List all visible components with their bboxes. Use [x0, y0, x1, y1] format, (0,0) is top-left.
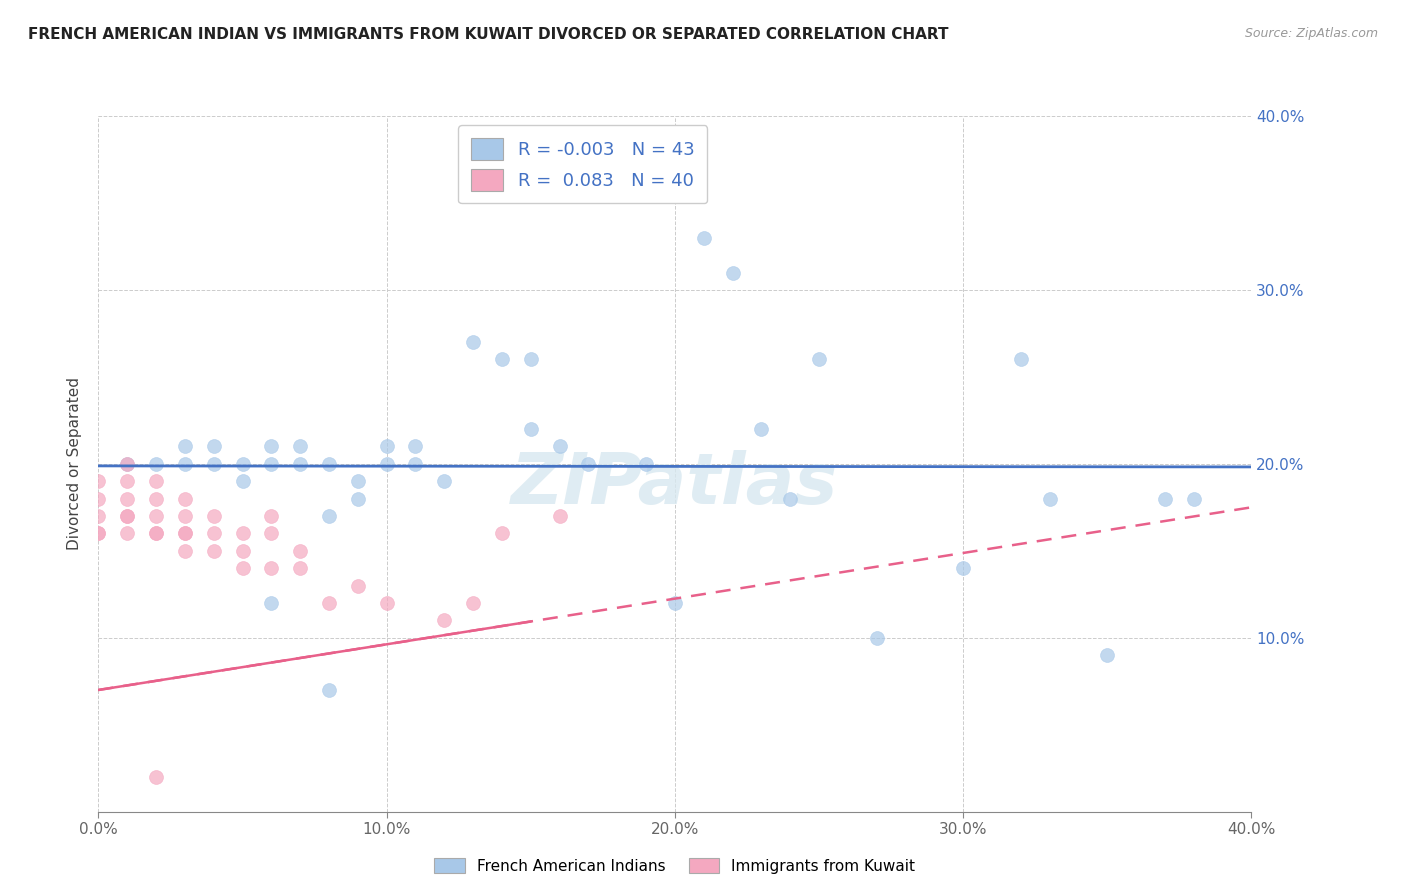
Point — [87, 526, 110, 541]
Legend: French American Indians, Immigrants from Kuwait: French American Indians, Immigrants from… — [429, 852, 921, 880]
Point — [202, 526, 225, 541]
Point — [578, 457, 600, 471]
Point — [87, 508, 110, 523]
Point — [202, 508, 225, 523]
Point — [290, 561, 312, 575]
Point — [491, 526, 513, 541]
Point — [433, 474, 456, 488]
Point — [174, 526, 197, 541]
Point — [405, 457, 427, 471]
Point — [318, 683, 340, 698]
Point — [231, 561, 254, 575]
Point — [117, 526, 139, 541]
Point — [117, 508, 139, 523]
Point — [145, 526, 167, 541]
Point — [260, 440, 283, 454]
Point — [520, 352, 543, 367]
Point — [375, 596, 398, 610]
Point — [1010, 352, 1032, 367]
Text: ZIPatlas: ZIPatlas — [512, 450, 838, 519]
Point — [145, 474, 167, 488]
Text: Source: ZipAtlas.com: Source: ZipAtlas.com — [1244, 27, 1378, 40]
Point — [117, 457, 139, 471]
Point — [117, 474, 139, 488]
Point — [461, 334, 484, 349]
Point — [318, 508, 340, 523]
Point — [202, 543, 225, 558]
Point — [375, 440, 398, 454]
Point — [807, 352, 830, 367]
Point — [231, 526, 254, 541]
Point — [461, 596, 484, 610]
Point — [952, 561, 974, 575]
Point — [290, 440, 312, 454]
Point — [145, 526, 167, 541]
Point — [260, 526, 283, 541]
Point — [145, 457, 167, 471]
Point — [318, 457, 340, 471]
Point — [260, 457, 283, 471]
Point — [202, 457, 225, 471]
Y-axis label: Divorced or Separated: Divorced or Separated — [67, 377, 83, 550]
Point — [346, 474, 368, 488]
Text: FRENCH AMERICAN INDIAN VS IMMIGRANTS FROM KUWAIT DIVORCED OR SEPARATED CORRELATI: FRENCH AMERICAN INDIAN VS IMMIGRANTS FRO… — [28, 27, 949, 42]
Point — [751, 422, 773, 436]
Point — [405, 440, 427, 454]
Point — [520, 422, 543, 436]
Point — [433, 614, 456, 628]
Point — [721, 266, 744, 280]
Point — [174, 508, 197, 523]
Point — [1038, 491, 1062, 506]
Point — [548, 440, 571, 454]
Point — [231, 457, 254, 471]
Point — [346, 578, 368, 592]
Point — [87, 474, 110, 488]
Point — [866, 631, 889, 645]
Point — [1153, 491, 1175, 506]
Point — [174, 543, 197, 558]
Point — [636, 457, 658, 471]
Point — [87, 491, 110, 506]
Point — [145, 770, 167, 784]
Point — [117, 491, 139, 506]
Point — [290, 543, 312, 558]
Point — [318, 596, 340, 610]
Point — [693, 230, 716, 244]
Point — [174, 526, 197, 541]
Point — [117, 457, 139, 471]
Point — [174, 457, 197, 471]
Point — [260, 596, 283, 610]
Point — [260, 508, 283, 523]
Point — [174, 440, 197, 454]
Point — [346, 491, 368, 506]
Point — [231, 543, 254, 558]
Point — [231, 474, 254, 488]
Point — [491, 352, 513, 367]
Point — [202, 440, 225, 454]
Point — [1097, 648, 1119, 662]
Point — [145, 491, 167, 506]
Legend: R = -0.003   N = 43, R =  0.083   N = 40: R = -0.003 N = 43, R = 0.083 N = 40 — [458, 125, 707, 203]
Point — [779, 491, 801, 506]
Point — [664, 596, 686, 610]
Point — [260, 561, 283, 575]
Point — [290, 457, 312, 471]
Point — [117, 508, 139, 523]
Point — [548, 508, 571, 523]
Point — [174, 491, 197, 506]
Point — [87, 526, 110, 541]
Point — [1182, 491, 1205, 506]
Point — [375, 457, 398, 471]
Point — [145, 508, 167, 523]
